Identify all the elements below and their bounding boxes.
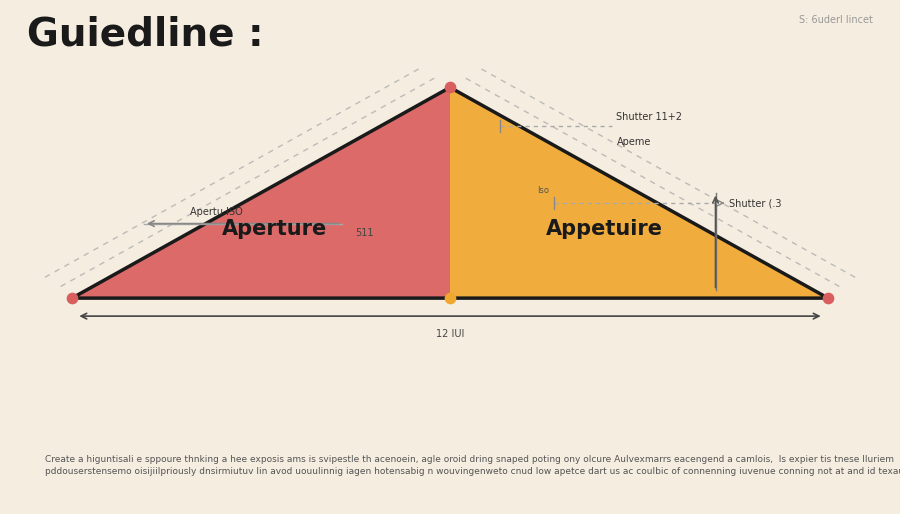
Text: Shutter (.3: Shutter (.3 [729, 198, 781, 208]
Point [65, 294, 79, 302]
Text: 511: 511 [356, 228, 374, 237]
Polygon shape [450, 87, 828, 298]
Text: Iso: Iso [537, 186, 549, 195]
Point [443, 83, 457, 91]
Text: Shutter 11+2: Shutter 11+2 [616, 112, 682, 122]
Point [821, 294, 835, 302]
Point [443, 294, 457, 302]
Text: Apertu ISO: Apertu ISO [190, 207, 242, 217]
Text: Apeme: Apeme [616, 137, 651, 147]
Text: Aperture: Aperture [222, 219, 327, 238]
Text: Guiedline :: Guiedline : [27, 15, 264, 53]
Polygon shape [72, 87, 450, 298]
Text: S: 6uderl lincet: S: 6uderl lincet [799, 15, 873, 25]
Text: Create a higuntisali e sppoure thnking a hee exposis ams is svipestle th acenoei: Create a higuntisali e sppoure thnking a… [45, 455, 900, 476]
Text: Appetuire: Appetuire [546, 219, 663, 238]
Text: 12 IUI: 12 IUI [436, 329, 464, 339]
